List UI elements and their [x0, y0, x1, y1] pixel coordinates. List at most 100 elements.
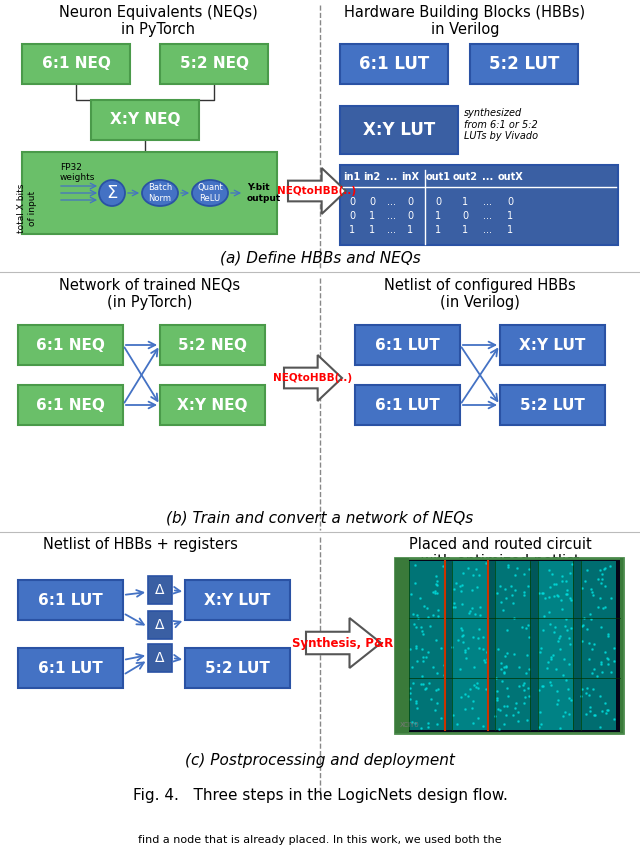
Text: 1: 1: [369, 225, 375, 235]
FancyBboxPatch shape: [355, 385, 460, 425]
Text: 1: 1: [507, 225, 513, 235]
FancyBboxPatch shape: [581, 561, 616, 730]
Text: (a) Define HBBs and NEQs: (a) Define HBBs and NEQs: [220, 251, 420, 266]
FancyBboxPatch shape: [500, 325, 605, 365]
Polygon shape: [284, 355, 342, 401]
FancyBboxPatch shape: [500, 385, 605, 425]
FancyBboxPatch shape: [340, 44, 448, 84]
Text: 5:2 NEQ: 5:2 NEQ: [178, 338, 247, 352]
Text: out2: out2: [452, 172, 477, 182]
Text: X:Y LUT: X:Y LUT: [204, 593, 271, 608]
Text: out1: out1: [426, 172, 451, 182]
FancyBboxPatch shape: [18, 325, 123, 365]
Text: 1: 1: [507, 211, 513, 221]
Polygon shape: [288, 168, 346, 214]
FancyBboxPatch shape: [185, 580, 290, 620]
FancyBboxPatch shape: [148, 576, 172, 604]
Text: ...: ...: [387, 172, 397, 182]
Text: total X bits
of input: total X bits of input: [17, 184, 36, 233]
FancyBboxPatch shape: [22, 44, 130, 84]
Text: 1: 1: [435, 225, 441, 235]
FancyBboxPatch shape: [160, 44, 268, 84]
FancyBboxPatch shape: [340, 106, 458, 154]
FancyBboxPatch shape: [452, 561, 487, 730]
Text: 6:1 LUT: 6:1 LUT: [375, 338, 440, 352]
Text: 0: 0: [349, 211, 355, 221]
FancyBboxPatch shape: [538, 561, 573, 730]
Text: 0: 0: [369, 197, 375, 207]
Text: ...: ...: [387, 225, 397, 235]
FancyBboxPatch shape: [573, 561, 581, 730]
FancyBboxPatch shape: [470, 44, 578, 84]
Text: ...: ...: [483, 172, 493, 182]
Text: 6:1 LUT: 6:1 LUT: [38, 661, 103, 675]
FancyBboxPatch shape: [148, 644, 172, 672]
FancyBboxPatch shape: [355, 325, 460, 365]
Text: Δ: Δ: [156, 583, 164, 597]
Text: 0: 0: [507, 197, 513, 207]
Text: 5:2 LUT: 5:2 LUT: [205, 661, 270, 675]
Text: Placed and routed circuit
with optimized netlist: Placed and routed circuit with optimized…: [408, 537, 591, 569]
Text: 0: 0: [407, 211, 413, 221]
FancyBboxPatch shape: [185, 648, 290, 688]
Text: 5:2 LUT: 5:2 LUT: [520, 398, 585, 412]
Text: 6:1 LUT: 6:1 LUT: [375, 398, 440, 412]
Text: 6:1 NEQ: 6:1 NEQ: [36, 398, 105, 412]
Text: 0: 0: [407, 197, 413, 207]
FancyBboxPatch shape: [444, 561, 452, 730]
FancyBboxPatch shape: [18, 580, 123, 620]
FancyBboxPatch shape: [18, 648, 123, 688]
FancyBboxPatch shape: [91, 100, 199, 140]
Text: in2: in2: [364, 172, 381, 182]
FancyBboxPatch shape: [409, 561, 444, 730]
FancyBboxPatch shape: [340, 165, 618, 245]
FancyBboxPatch shape: [620, 558, 623, 733]
Text: 0: 0: [349, 197, 355, 207]
Text: X:Y NEQ: X:Y NEQ: [177, 398, 248, 412]
Text: find a node that is already placed. In this work, we used both the: find a node that is already placed. In t…: [138, 835, 502, 845]
Text: X:Y LUT: X:Y LUT: [519, 338, 586, 352]
Text: XCIY0: XCIY0: [400, 722, 420, 728]
Text: 5:2 NEQ: 5:2 NEQ: [179, 56, 248, 72]
Text: NEQtoHBB(..): NEQtoHBB(..): [273, 373, 353, 383]
Text: 6:1 NEQ: 6:1 NEQ: [42, 56, 111, 72]
Ellipse shape: [192, 180, 228, 206]
FancyBboxPatch shape: [160, 325, 265, 365]
Ellipse shape: [142, 180, 178, 206]
Text: ...: ...: [483, 211, 493, 221]
Text: Batch
Norm: Batch Norm: [148, 183, 172, 203]
Text: FP32
weights: FP32 weights: [60, 163, 95, 182]
Text: Network of trained NEQs
(in PyTorch): Network of trained NEQs (in PyTorch): [60, 278, 241, 310]
Text: X:Y NEQ: X:Y NEQ: [109, 113, 180, 127]
Text: Netlist of configured HBBs
(in Verilog): Netlist of configured HBBs (in Verilog): [384, 278, 576, 310]
FancyBboxPatch shape: [395, 558, 623, 733]
Text: 6:1 LUT: 6:1 LUT: [38, 593, 103, 608]
Text: 1: 1: [462, 225, 468, 235]
Text: 1: 1: [462, 197, 468, 207]
Text: ...: ...: [483, 225, 493, 235]
Text: 1: 1: [435, 211, 441, 221]
Text: Netlist of HBBs + registers: Netlist of HBBs + registers: [43, 537, 237, 552]
FancyBboxPatch shape: [530, 561, 538, 730]
FancyBboxPatch shape: [160, 385, 265, 425]
FancyBboxPatch shape: [487, 561, 495, 730]
Text: 6:1 NEQ: 6:1 NEQ: [36, 338, 105, 352]
Text: Hardware Building Blocks (HBBs)
in Verilog: Hardware Building Blocks (HBBs) in Veril…: [344, 5, 586, 38]
Text: NEQtoHBB(..): NEQtoHBB(..): [277, 186, 356, 196]
Text: 5:2 LUT: 5:2 LUT: [489, 55, 559, 73]
FancyBboxPatch shape: [395, 558, 409, 733]
Text: ...: ...: [387, 211, 397, 221]
Text: $\Sigma$: $\Sigma$: [106, 184, 118, 202]
Text: 0: 0: [435, 197, 441, 207]
Text: (c) Postprocessing and deployment: (c) Postprocessing and deployment: [185, 752, 455, 768]
Text: in1: in1: [344, 172, 360, 182]
Text: 1: 1: [407, 225, 413, 235]
Circle shape: [99, 180, 125, 206]
FancyBboxPatch shape: [148, 611, 172, 639]
Text: synthesized
from 6:1 or 5:2
LUTs by Vivado: synthesized from 6:1 or 5:2 LUTs by Viva…: [464, 108, 538, 141]
Text: Quant
ReLU: Quant ReLU: [197, 183, 223, 203]
Text: Neuron Equivalents (NEQs)
in PyTorch: Neuron Equivalents (NEQs) in PyTorch: [59, 5, 257, 38]
Polygon shape: [306, 618, 381, 668]
Text: 1: 1: [349, 225, 355, 235]
Text: 1: 1: [369, 211, 375, 221]
